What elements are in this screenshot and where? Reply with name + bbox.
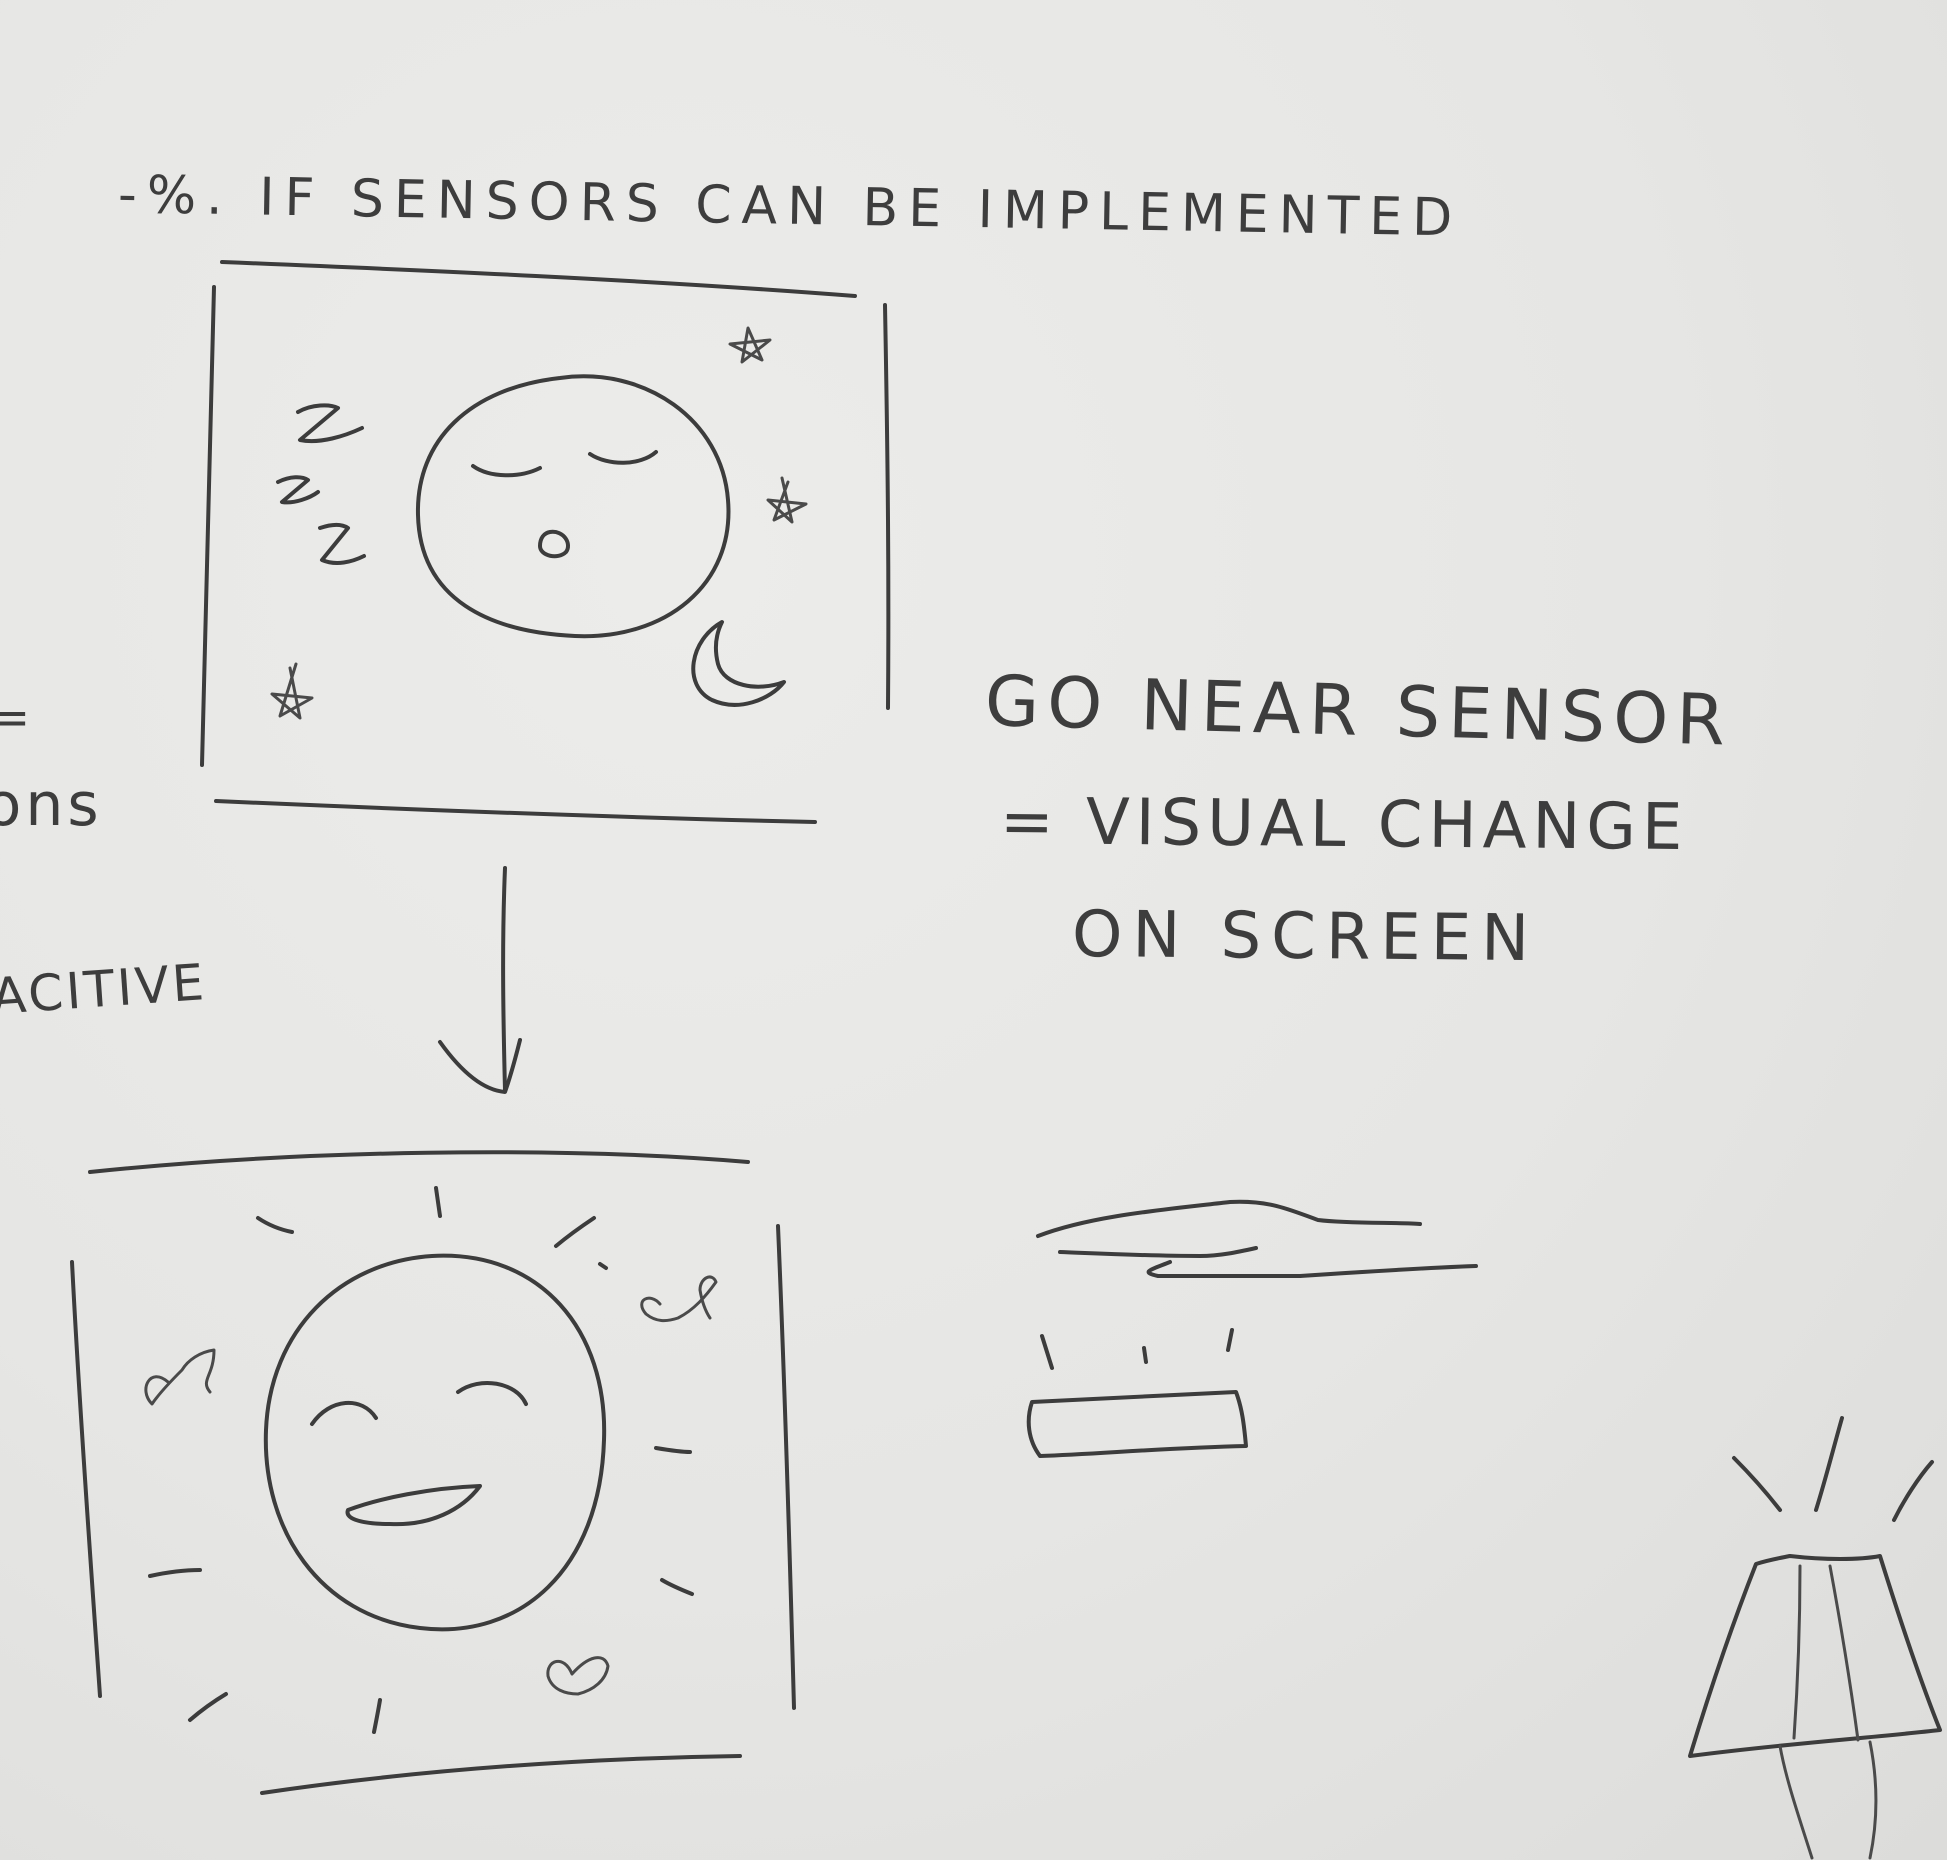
sleeping-panel-frame-right [883, 303, 891, 710]
sleeping-face [415, 374, 731, 639]
sensor-note-line-2: = VISUAL CHANGE [999, 785, 1689, 866]
awake-panel-frame-bottom [260, 1754, 742, 1795]
sleeping-panel-frame-top [220, 260, 857, 298]
awake-panel-frame-top [88, 1150, 750, 1174]
z-letter-icon [276, 403, 366, 565]
sun-ray-icon [148, 1186, 694, 1734]
star-icon [728, 326, 772, 364]
hand-over-sensor-sketch [1026, 1199, 1478, 1458]
sleeping-screen-panel [200, 260, 891, 824]
light-ray-icon [1732, 1416, 1934, 1522]
heart-icon [144, 1348, 216, 1406]
cut-off-note-middle: ions [0, 770, 103, 840]
signal-lines-icon [1040, 1328, 1234, 1370]
sleeping-mouth [538, 529, 570, 559]
smiling-sun-face [263, 1253, 607, 1632]
sleeping-panel-frame-bottom [214, 799, 817, 824]
star-icon [270, 662, 314, 720]
sensor-note-line-3: ON SCREEN [1071, 898, 1540, 977]
lamp-sketch [1688, 1416, 1942, 1860]
closed-eye-right [588, 450, 658, 465]
happy-eye-right [456, 1380, 528, 1406]
awake-screen-panel [70, 1150, 796, 1795]
smile-mouth [345, 1484, 482, 1527]
happy-eye-left [310, 1401, 378, 1426]
sleeping-face-outline [415, 374, 731, 639]
closed-eye-left [471, 464, 542, 478]
heart-icon [640, 1275, 718, 1323]
sensor-device-icon [1026, 1390, 1248, 1458]
sun-face-outline [263, 1253, 607, 1632]
heart-icon [546, 1656, 610, 1696]
cut-off-note-top: = [0, 690, 31, 746]
lamp-shade-icon [1688, 1554, 1942, 1758]
awake-panel-frame-right [776, 1224, 796, 1710]
sleeping-panel-frame-left [200, 285, 216, 767]
star-icon [766, 476, 808, 524]
hand-icon [1036, 1199, 1422, 1238]
awake-panel-frame-left [70, 1260, 102, 1698]
down-arrow-icon [438, 866, 522, 1094]
crescent-moon-icon [691, 620, 786, 707]
